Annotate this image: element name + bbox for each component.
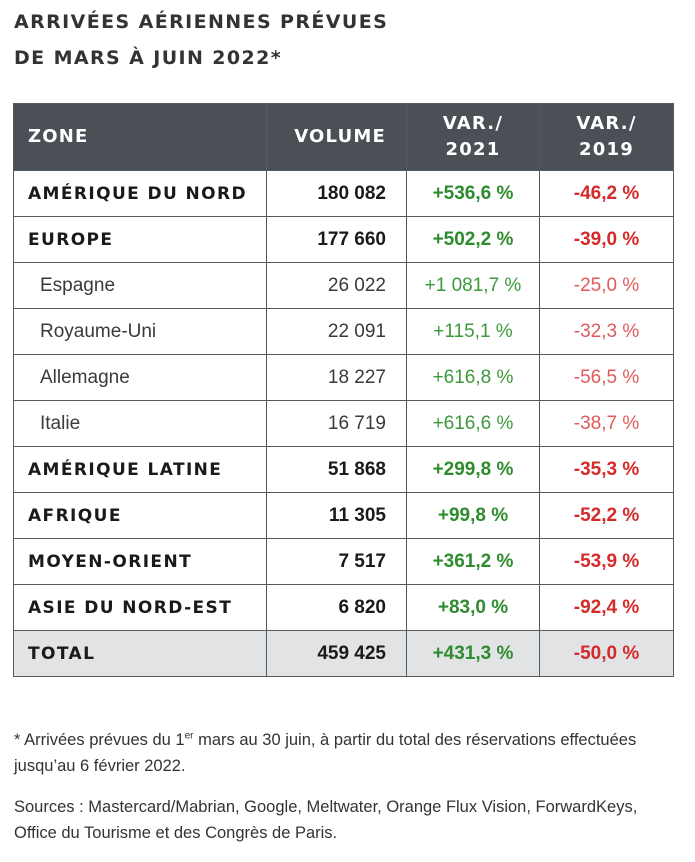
zone-cell: EUROPE	[13, 216, 267, 263]
var-2019-cell: -38,7 %	[539, 400, 674, 447]
arrivals-table: ZONE VOLUME VAR./ 2021 VAR./ 2019 AMÉRIQ…	[13, 103, 674, 677]
volume-cell: 6 820	[266, 584, 407, 631]
var-2021-cell: +616,8 %	[406, 354, 540, 401]
table-body: AMÉRIQUE DU NORD 180 082 +536,6 % -46,2 …	[13, 170, 674, 677]
var-2021-cell: +83,0 %	[406, 584, 540, 631]
var-2021-cell: +99,8 %	[406, 492, 540, 539]
var-2021-cell: +536,6 %	[406, 170, 540, 217]
table-row: Italie 16 719 +616,6 % -38,7 %	[13, 400, 674, 447]
header-var-2021: VAR./ 2021	[406, 103, 540, 171]
table-row: AFRIQUE 11 305 +99,8 % -52,2 %	[13, 492, 674, 539]
var-2019-cell: -92,4 %	[539, 584, 674, 631]
footnote-prefix: * Arrivées prévues du 1	[14, 731, 185, 749]
var-2019-cell: -32,3 %	[539, 308, 674, 355]
header-var-2021-line-2: 2021	[445, 139, 501, 160]
footnote: * Arrivées prévues du 1er mars au 30 jui…	[14, 727, 684, 779]
header-var-2019-line-2: 2019	[579, 139, 634, 160]
volume-cell: 16 719	[266, 400, 407, 447]
var-2021-cell: +361,2 %	[406, 538, 540, 585]
var-2019-cell: -53,9 %	[539, 538, 674, 585]
table-row: AMÉRIQUE DU NORD 180 082 +536,6 % -46,2 …	[13, 170, 674, 217]
var-2021-cell: +431,3 %	[406, 630, 540, 677]
volume-cell: 11 305	[266, 492, 407, 539]
zone-cell: AFRIQUE	[13, 492, 267, 539]
page-title: ARRIVÉES AÉRIENNES PRÉVUES DE MARS À JUI…	[14, 4, 388, 76]
table-row: Royaume-Uni 22 091 +115,1 % -32,3 %	[13, 308, 674, 355]
total-row: TOTAL 459 425 +431,3 % -50,0 %	[13, 630, 674, 677]
title-line-1: ARRIVÉES AÉRIENNES PRÉVUES	[14, 11, 389, 33]
zone-cell: Italie	[13, 400, 267, 447]
zone-cell: MOYEN-ORIENT	[13, 538, 267, 585]
var-2021-cell: +299,8 %	[406, 446, 540, 493]
table-row: ASIE DU NORD-EST 6 820 +83,0 % -92,4 %	[13, 584, 674, 631]
zone-cell: Allemagne	[13, 354, 267, 401]
var-2019-cell: -46,2 %	[539, 170, 674, 217]
zone-cell: AMÉRIQUE DU NORD	[13, 170, 267, 217]
volume-cell: 177 660	[266, 216, 407, 263]
table-row: MOYEN-ORIENT 7 517 +361,2 % -53,9 %	[13, 538, 674, 585]
var-2021-cell: +502,2 %	[406, 216, 540, 263]
volume-cell: 26 022	[266, 262, 407, 309]
zone-cell: TOTAL	[13, 630, 267, 677]
header-var-2019-line-1: VAR./	[576, 113, 637, 134]
var-2021-cell: +115,1 %	[406, 308, 540, 355]
zone-cell: Royaume-Uni	[13, 308, 267, 355]
var-2019-cell: -56,5 %	[539, 354, 674, 401]
header-volume: VOLUME	[266, 103, 407, 171]
footnote-superscript: er	[184, 730, 194, 742]
var-2019-cell: -35,3 %	[539, 446, 674, 493]
zone-cell: AMÉRIQUE LATINE	[13, 446, 267, 493]
zone-cell: Espagne	[13, 262, 267, 309]
var-2019-cell: -52,2 %	[539, 492, 674, 539]
title-line-2: DE MARS À JUIN 2022*	[14, 47, 283, 69]
volume-cell: 459 425	[266, 630, 407, 677]
var-2019-cell: -25,0 %	[539, 262, 674, 309]
sources-note: Sources : Mastercard/Mabrian, Google, Me…	[14, 798, 638, 842]
header-row: ZONE VOLUME VAR./ 2021 VAR./ 2019	[13, 103, 674, 171]
table-header: ZONE VOLUME VAR./ 2021 VAR./ 2019	[13, 103, 674, 171]
zone-cell: ASIE DU NORD-EST	[13, 584, 267, 631]
header-zone: ZONE	[13, 103, 267, 171]
volume-cell: 7 517	[266, 538, 407, 585]
volume-cell: 51 868	[266, 446, 407, 493]
footnote-suffix: mars au 30 juin, à partir du total des r…	[14, 731, 637, 775]
volume-cell: 180 082	[266, 170, 407, 217]
var-2019-cell: -50,0 %	[539, 630, 674, 677]
table-row: Allemagne 18 227 +616,8 % -56,5 %	[13, 354, 674, 401]
volume-cell: 18 227	[266, 354, 407, 401]
var-2021-cell: +616,6 %	[406, 400, 540, 447]
table-row: AMÉRIQUE LATINE 51 868 +299,8 % -35,3 %	[13, 446, 674, 493]
table-row: Espagne 26 022 +1 081,7 % -25,0 %	[13, 262, 674, 309]
var-2021-cell: +1 081,7 %	[406, 262, 540, 309]
var-2019-cell: -39,0 %	[539, 216, 674, 263]
header-var-2019: VAR./ 2019	[539, 103, 674, 171]
table-row: EUROPE 177 660 +502,2 % -39,0 %	[13, 216, 674, 263]
volume-cell: 22 091	[266, 308, 407, 355]
header-var-2021-line-1: VAR./	[442, 113, 504, 134]
